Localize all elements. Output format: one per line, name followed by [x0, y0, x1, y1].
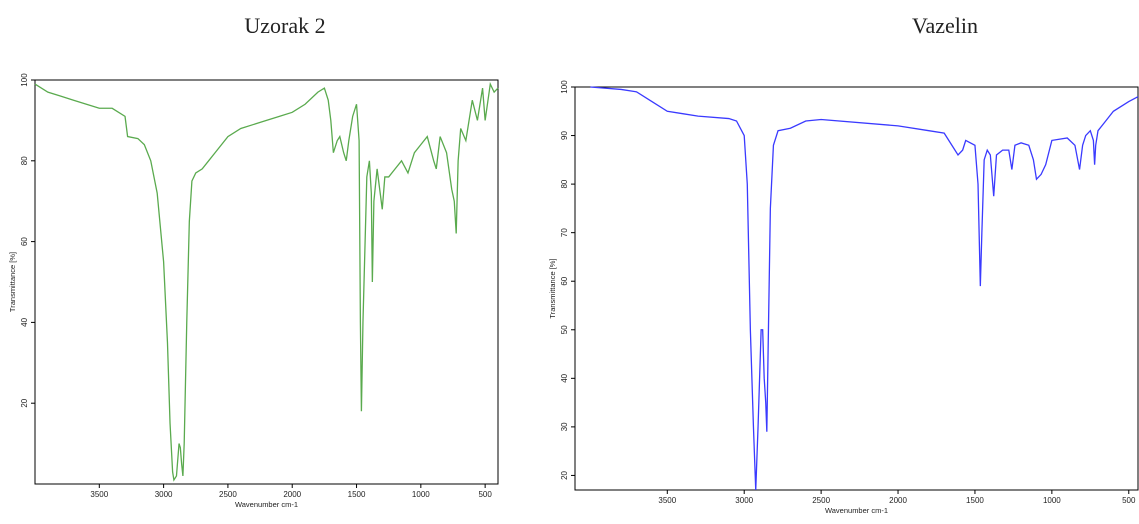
y-tick-label: 80 — [20, 156, 29, 165]
y-tick-label: 100 — [20, 73, 29, 87]
plot-frame — [574, 86, 1139, 491]
x-tick-label: 3000 — [155, 490, 173, 499]
x-tick-label: 3000 — [735, 496, 753, 505]
x-tick-label: 2000 — [889, 496, 907, 505]
y-tick-label: 60 — [20, 237, 29, 246]
y-tick-label: 50 — [560, 325, 569, 334]
y-tick-label: 40 — [560, 373, 569, 382]
y-tick-label: 70 — [560, 228, 569, 237]
x-axis-label: Wavenumber cm-1 — [825, 506, 888, 515]
plot-frame — [34, 79, 499, 485]
y-tick-label: 60 — [560, 276, 569, 285]
x-tick-label: 2000 — [283, 490, 301, 499]
y-tick-label: 20 — [20, 398, 29, 407]
y-tick-label: 90 — [560, 131, 569, 140]
y-tick-label: 20 — [560, 470, 569, 479]
x-tick-label: 500 — [1122, 496, 1136, 505]
y-tick-label: 30 — [560, 422, 569, 431]
chart-title: Uzorak 2 — [244, 13, 325, 38]
y-axis-label: Transmittance [%] — [548, 258, 557, 318]
x-tick-label: 1500 — [348, 490, 366, 499]
x-tick-label: 500 — [478, 490, 492, 499]
x-tick-label: 3500 — [658, 496, 676, 505]
x-tick-label: 1000 — [412, 490, 430, 499]
x-tick-label: 2500 — [219, 490, 237, 499]
chart-title: Vazelin — [912, 13, 978, 38]
spectrum-line — [590, 86, 1139, 491]
y-tick-label: 80 — [560, 179, 569, 188]
y-axis-label: Transmittance [%] — [8, 252, 17, 312]
y-tick-label: 100 — [560, 80, 569, 94]
y-tick-label: 40 — [20, 317, 29, 326]
x-axis-label: Wavenumber cm-1 — [235, 500, 298, 509]
x-tick-label: 1000 — [1043, 496, 1061, 505]
x-tick-label: 3500 — [90, 490, 108, 499]
x-tick-label: 2500 — [812, 496, 830, 505]
spectrum-line — [34, 81, 499, 482]
x-tick-label: 1500 — [966, 496, 984, 505]
